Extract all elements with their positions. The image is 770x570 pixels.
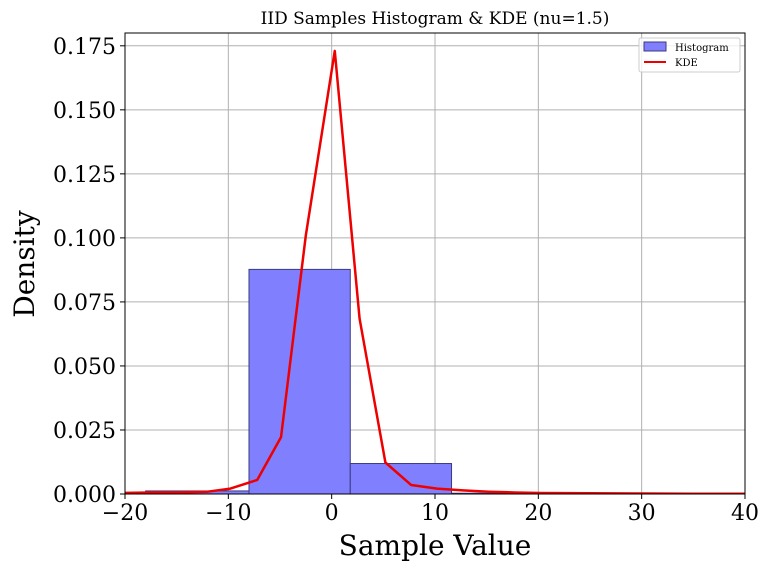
- y-tick-label: 0.075: [53, 291, 116, 316]
- chart-title: IID Samples Histogram & KDE (nu=1.5): [261, 9, 610, 29]
- x-tick-label: −10: [205, 501, 251, 526]
- legend-label-kde: KDE: [675, 58, 698, 69]
- y-tick-label: 0.175: [53, 35, 116, 60]
- x-tick-label: 30: [628, 501, 656, 526]
- x-axis-ticks: −20 −10 0 10 20 30 40: [102, 494, 759, 526]
- x-tick-label: 0: [325, 501, 339, 526]
- y-tick-label: 0.000: [53, 483, 116, 508]
- y-tick-label: 0.100: [53, 227, 116, 252]
- legend: Histogram KDE: [638, 37, 741, 73]
- histogram-bar: [248, 268, 351, 494]
- y-axis-label: Density: [8, 210, 41, 318]
- x-tick-label: 10: [421, 501, 449, 526]
- y-axis-ticks: 0.000 0.025 0.050 0.075 0.100 0.125 0.150 0.175: [53, 35, 125, 508]
- y-tick-label: 0.125: [53, 163, 116, 188]
- x-tick-label: 20: [524, 501, 552, 526]
- y-tick-label: 0.150: [53, 99, 116, 124]
- x-axis-label: Sample Value: [339, 529, 532, 562]
- x-tick-label: 40: [731, 501, 759, 526]
- legend-label-histogram: Histogram: [675, 43, 729, 54]
- legend-swatch-histogram: [643, 41, 667, 52]
- y-tick-label: 0.025: [53, 419, 116, 444]
- kde-line: [125, 49, 745, 494]
- x-tick-label: −20: [102, 501, 148, 526]
- y-tick-label: 0.050: [53, 355, 116, 380]
- kde-curve: [125, 49, 745, 494]
